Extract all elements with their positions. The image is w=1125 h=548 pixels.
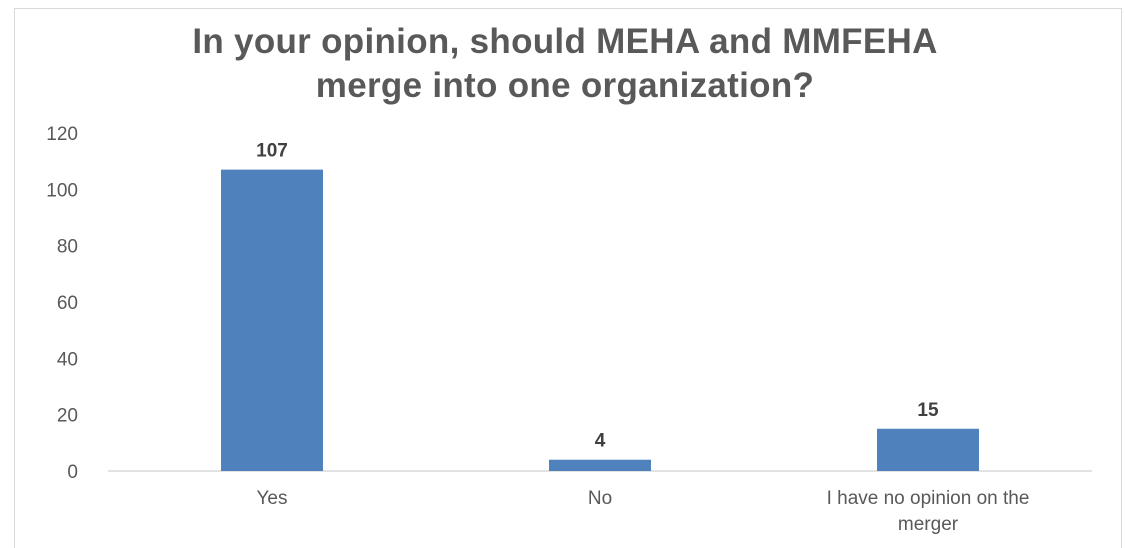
x-tick-label: Yes — [257, 488, 288, 509]
bar — [221, 169, 323, 471]
bar — [549, 459, 651, 471]
y-tick-label: 40 — [57, 349, 78, 370]
chart-title-line-1: In your opinion, should MEHA and MMFEHA — [192, 22, 938, 61]
y-tick-label: 20 — [57, 406, 78, 427]
bar — [877, 428, 979, 471]
y-tick-label: 100 — [46, 180, 78, 201]
chart-title-line-2: merge into one organization? — [315, 66, 815, 105]
chart-title: In your opinion, should MEHA and MMFEHA … — [40, 20, 1090, 108]
x-tick-label: No — [588, 488, 612, 509]
x-tick-label: I have no opinion on the — [827, 488, 1030, 509]
y-tick-label: 120 — [46, 124, 78, 145]
data-label: 4 — [595, 431, 606, 452]
data-label: 107 — [256, 141, 288, 162]
y-tick-label: 60 — [57, 293, 78, 314]
x-tick-label: merger — [898, 514, 959, 535]
y-tick-label: 80 — [57, 237, 78, 258]
y-tick-label: 0 — [67, 462, 78, 483]
data-label: 15 — [917, 400, 939, 421]
